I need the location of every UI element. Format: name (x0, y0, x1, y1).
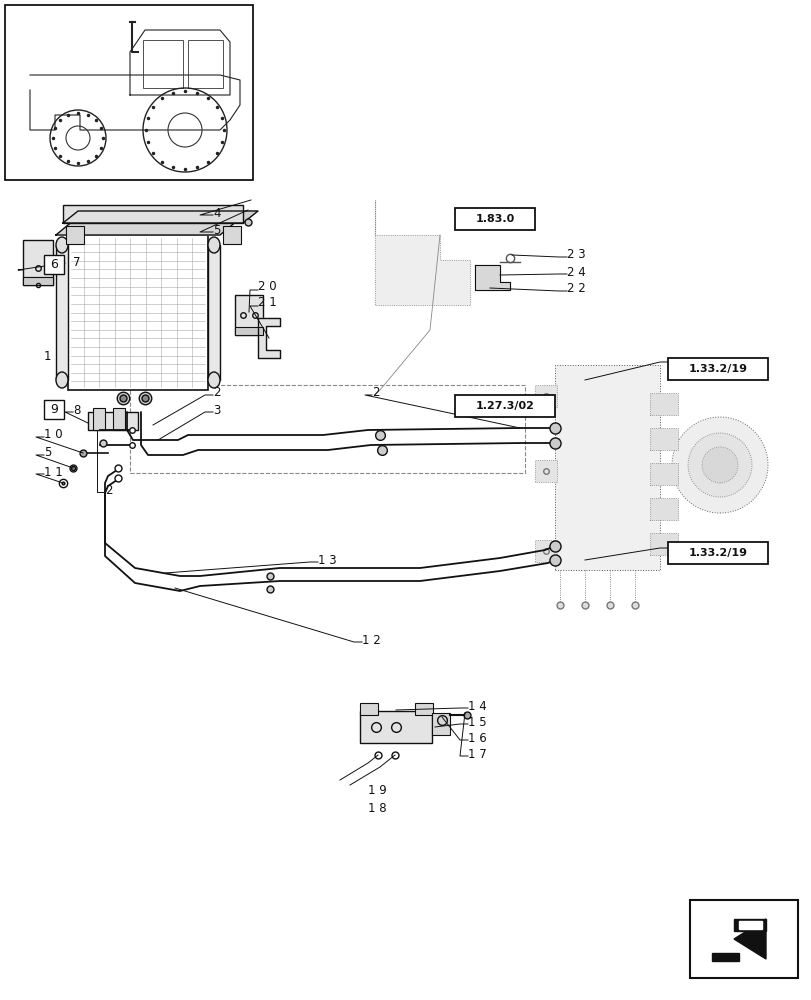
Text: 7: 7 (73, 256, 80, 269)
Ellipse shape (208, 237, 220, 253)
Bar (56, 245, 68, 380)
Text: 1 6: 1 6 (467, 731, 486, 744)
Text: 1 5: 1 5 (467, 715, 486, 728)
Polygon shape (733, 919, 765, 959)
Bar (414, 703, 432, 715)
Bar (431, 713, 449, 735)
Bar (649, 428, 677, 450)
Polygon shape (56, 220, 238, 235)
Text: 2 1: 2 1 (258, 296, 277, 310)
Bar (66, 226, 84, 244)
Bar (44, 400, 64, 419)
Bar (359, 703, 378, 715)
Text: 1 8: 1 8 (367, 801, 386, 814)
Bar (208, 245, 220, 380)
Bar (143, 40, 182, 88)
Text: 2 0: 2 0 (258, 280, 277, 294)
Text: 5: 5 (44, 446, 51, 460)
Bar (188, 40, 223, 88)
Circle shape (702, 447, 737, 483)
Ellipse shape (56, 237, 68, 253)
Text: 1.33.2/19: 1.33.2/19 (688, 364, 747, 374)
Circle shape (687, 433, 751, 497)
Bar (689, 900, 797, 978)
Ellipse shape (208, 372, 220, 388)
Polygon shape (63, 211, 258, 223)
Text: 1 3: 1 3 (318, 554, 337, 566)
Bar (88, 412, 138, 430)
Bar (234, 327, 263, 335)
Text: 2 2: 2 2 (566, 282, 585, 296)
Bar (23, 277, 53, 285)
Text: 6: 6 (50, 258, 58, 271)
Polygon shape (258, 318, 280, 358)
Text: 1 2: 1 2 (362, 634, 380, 646)
Bar (93, 408, 105, 430)
Bar (454, 208, 534, 230)
Bar (23, 240, 53, 285)
Bar (44, 255, 64, 274)
Bar (534, 460, 556, 482)
Polygon shape (375, 200, 470, 305)
Bar (68, 235, 208, 390)
Bar (534, 540, 556, 562)
Text: 2: 2 (212, 386, 221, 399)
Bar (649, 533, 677, 555)
Text: 2 4: 2 4 (566, 265, 585, 278)
Text: 2 3: 2 3 (566, 248, 585, 261)
Bar (649, 463, 677, 485)
Text: 1.33.2/19: 1.33.2/19 (688, 548, 747, 558)
Text: 1 0: 1 0 (44, 428, 62, 442)
Bar (649, 393, 677, 415)
Text: 2: 2 (105, 484, 113, 496)
Bar (649, 498, 677, 520)
Bar (667, 542, 767, 564)
Polygon shape (738, 921, 761, 929)
Text: 1 7: 1 7 (467, 747, 486, 760)
Bar (5, 5, 253, 180)
Bar (113, 408, 125, 430)
Text: 9: 9 (50, 403, 58, 416)
Bar (554, 365, 659, 570)
Text: 1 9: 1 9 (367, 784, 386, 796)
Text: 1: 1 (44, 351, 51, 363)
Text: 3: 3 (212, 403, 220, 416)
Bar (223, 226, 241, 244)
Bar (234, 295, 263, 335)
Text: 2: 2 (371, 386, 379, 399)
Bar (130, 385, 525, 473)
Bar (454, 395, 554, 417)
Text: 1 1: 1 1 (44, 466, 62, 479)
Polygon shape (711, 953, 738, 961)
Polygon shape (733, 919, 765, 931)
Circle shape (672, 417, 767, 513)
Ellipse shape (56, 372, 68, 388)
Bar (63, 205, 242, 223)
Text: 5: 5 (212, 224, 220, 237)
Text: 1 4: 1 4 (467, 700, 486, 712)
Text: 4: 4 (212, 207, 221, 220)
Bar (359, 711, 431, 743)
Bar (534, 385, 556, 407)
Text: 1.27.3/02: 1.27.3/02 (475, 401, 534, 411)
Bar (667, 358, 767, 380)
Polygon shape (474, 265, 509, 290)
Text: 1.83.0: 1.83.0 (474, 214, 514, 224)
Bar (23, 277, 53, 285)
Text: 8: 8 (73, 403, 80, 416)
